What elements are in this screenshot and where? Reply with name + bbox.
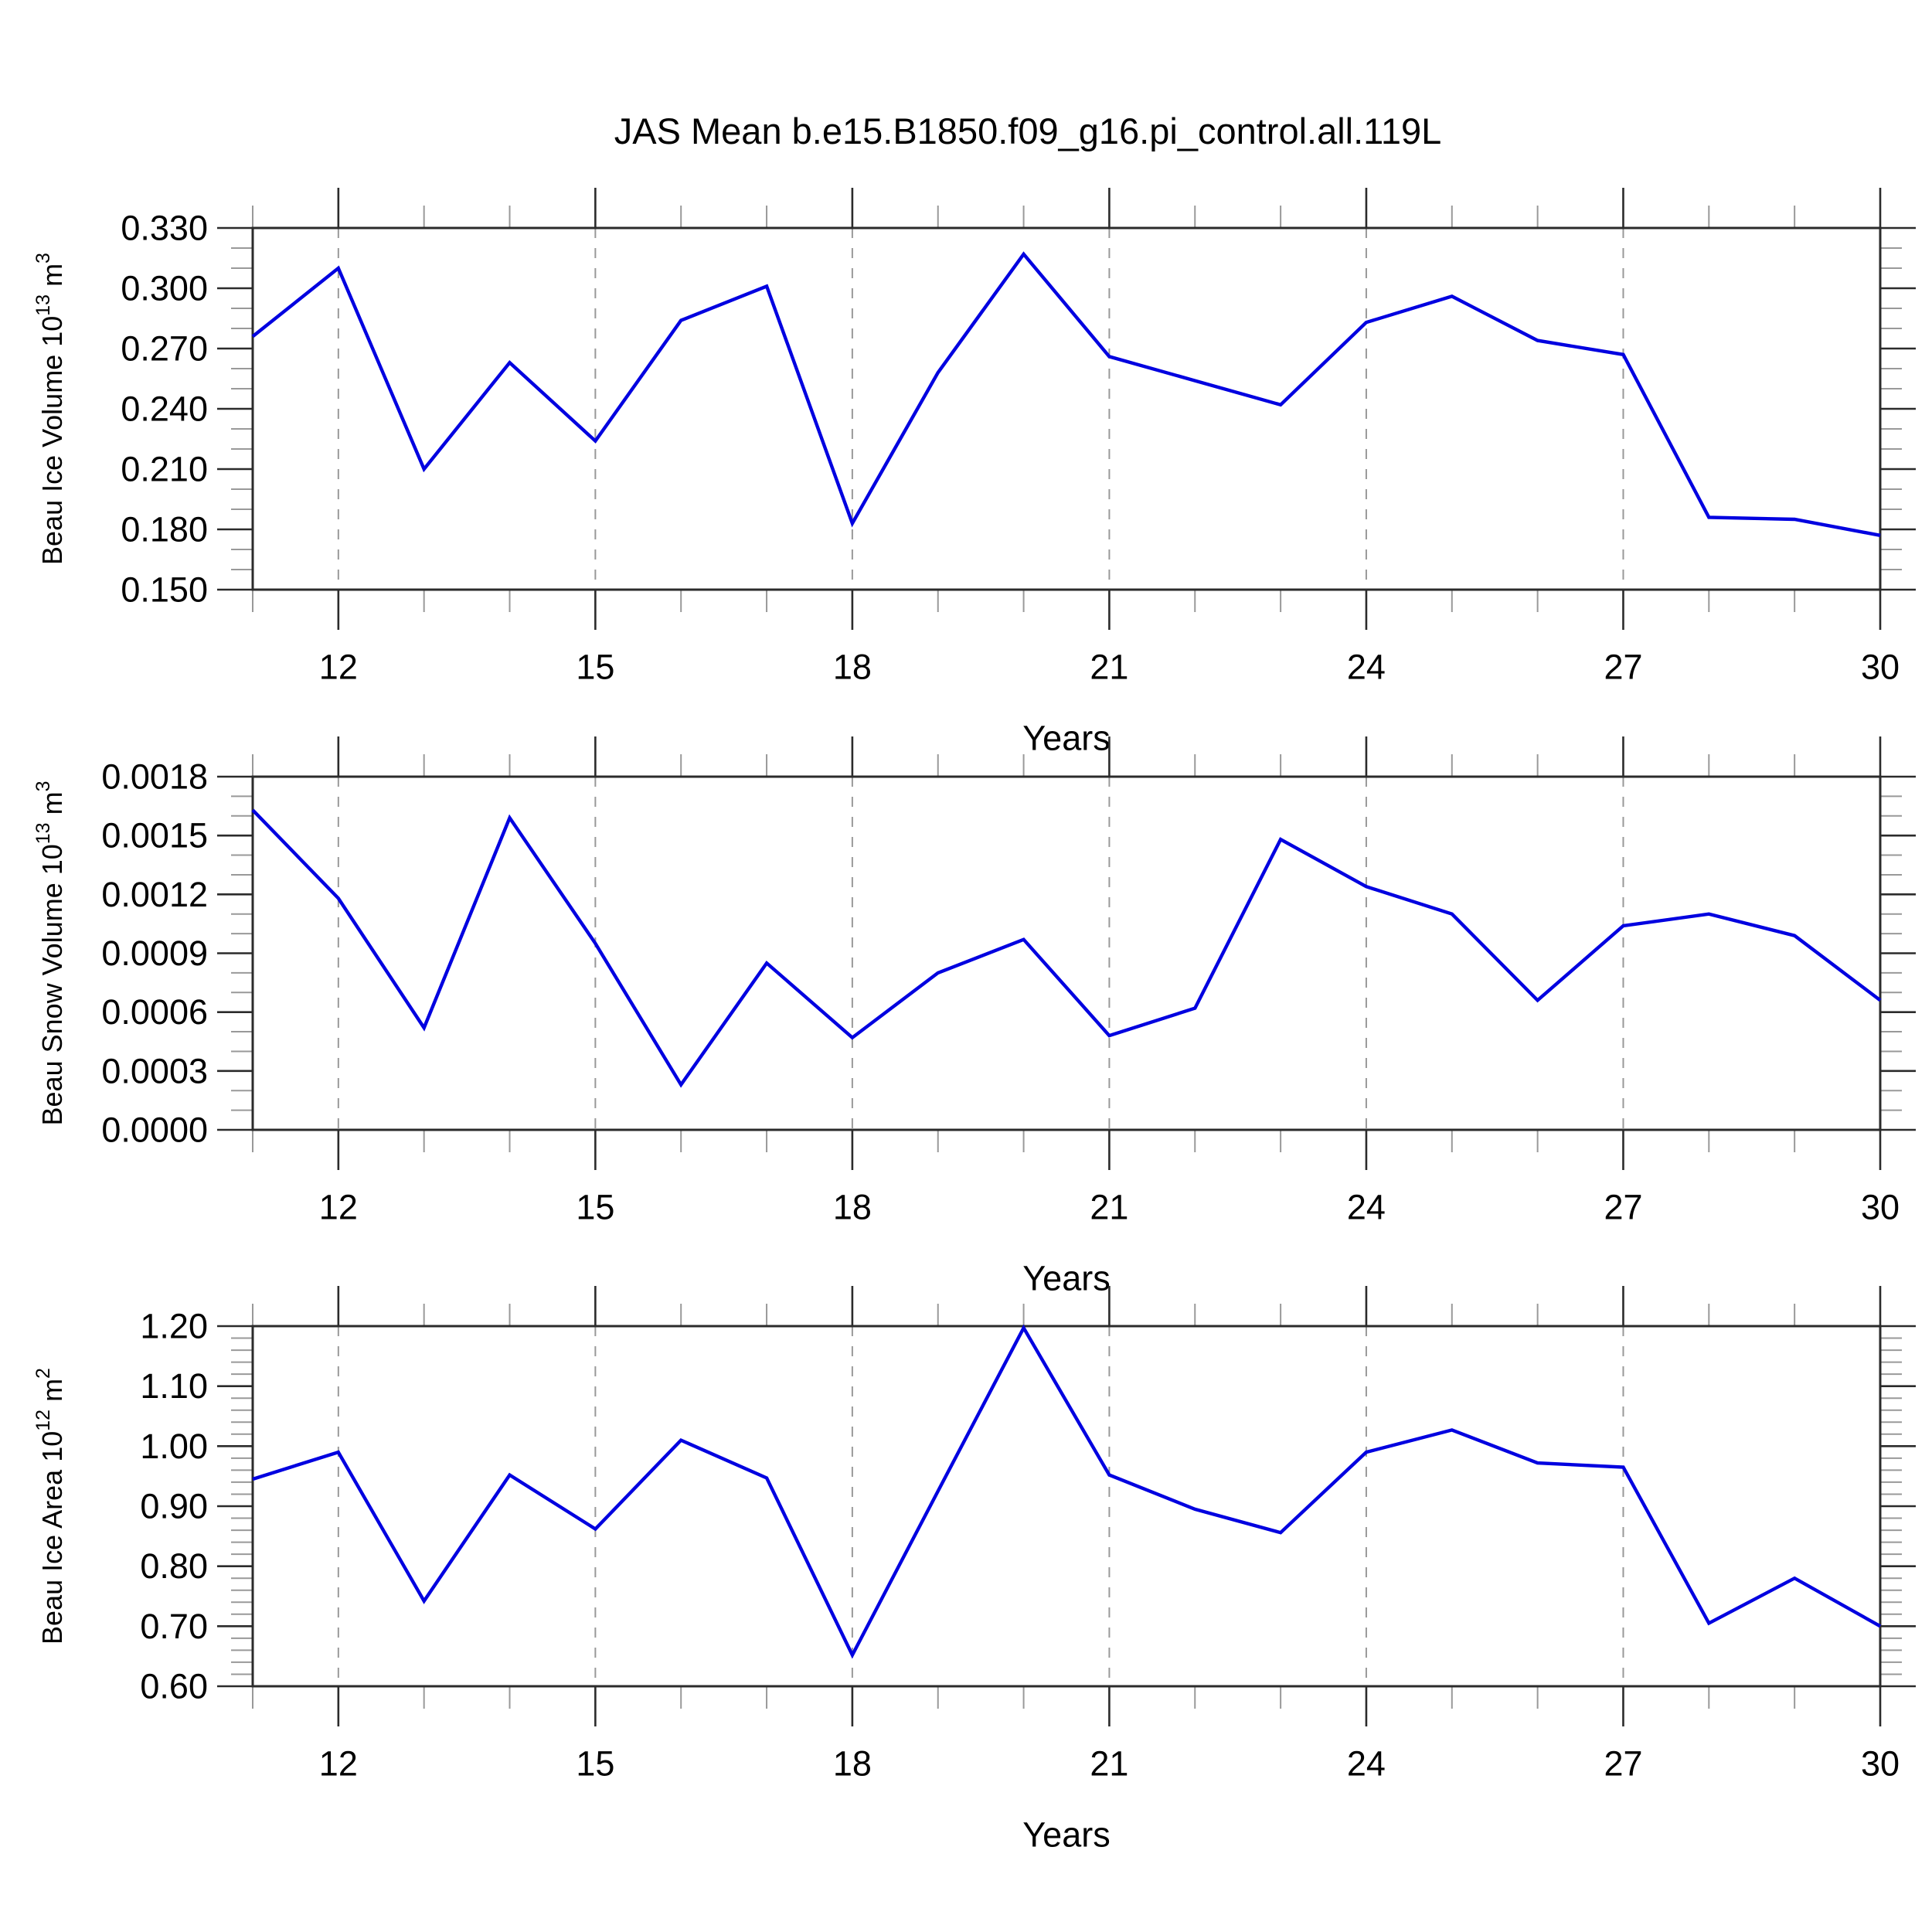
x-tick-label: 21 [1090,1744,1128,1784]
y-tick-label: 0.70 [140,1607,208,1646]
y-tick-label: 0.180 [121,510,208,549]
y-tick-label: 0.0000 [101,1111,208,1150]
y-tick-label: 0.0012 [101,875,208,914]
x-tick-label: 18 [833,1744,872,1784]
y-tick-label: 0.0018 [101,757,208,797]
y-tick-label: 0.240 [121,389,208,429]
x-tick-label: 12 [319,1188,358,1227]
x-tick-label: 12 [319,648,358,687]
x-tick-label: 30 [1861,1188,1900,1227]
x-tick-label: 12 [319,1744,358,1784]
x-tick-label: 27 [1604,1188,1642,1227]
x-axis-label: Years [1022,1815,1110,1855]
x-tick-label: 21 [1090,648,1128,687]
x-tick-label: 18 [833,648,872,687]
x-tick-label: 27 [1604,1744,1642,1784]
y-tick-label: 0.330 [121,209,208,248]
x-tick-label: 27 [1604,648,1642,687]
y-tick-label: 1.00 [140,1427,208,1466]
x-tick-label: 30 [1861,1744,1900,1784]
y-tick-label: 0.60 [140,1667,208,1706]
figure-title: JAS Mean b.e15.B1850.f09_g16.pi_control.… [614,111,1442,151]
y-axis-label: Beau Ice Area 1012 m2 [32,1368,68,1645]
x-tick-label: 15 [576,648,614,687]
y-tick-label: 0.300 [121,269,208,308]
x-tick-label: 30 [1861,648,1900,687]
y-axis-label: Beau Snow Volume 1013 m3 [32,781,68,1126]
y-tick-label: 0.150 [121,570,208,610]
x-tick-label: 15 [576,1188,614,1227]
x-axis-label: Years [1022,1259,1110,1298]
plot-frame [251,226,1882,591]
y-tick-label: 0.0003 [101,1051,208,1090]
y-tick-label: 0.0015 [101,816,208,855]
x-tick-label: 18 [833,1188,872,1227]
chart-ice-volume: 12 15 18 21 24 27 30 0.150 0.180 0.210 0.240 0.270 0… [32,188,1916,758]
y-tick-label: 1.10 [140,1366,208,1406]
x-tick-label: 24 [1347,1188,1386,1227]
x-tick-label: 21 [1090,1188,1128,1227]
chart-ice-area: 12 15 18 21 24 27 30 0.60 0.70 0.80 0.90 1.00 1.10 1.… [32,1286,1916,1855]
plot-frame [251,775,1882,1131]
y-tick-label: 1.20 [140,1307,208,1346]
y-tick-label: 0.80 [140,1546,208,1586]
x-axis-label: Years [1022,719,1110,758]
x-tick-label: 24 [1347,1744,1386,1784]
y-axis-label: Beau Ice Volume 1013 m3 [32,253,68,565]
x-tick-label: 24 [1347,648,1386,687]
y-tick-label: 0.210 [121,450,208,489]
y-tick-label: 0.270 [121,329,208,369]
chart-snow-volume: 12 15 18 21 24 27 30 0.0000 0.0003 0.0006 0.0009 0.… [32,736,1916,1298]
data-line-ice-area [252,1324,1882,1659]
data-line-ice-volume [251,251,1881,537]
x-tick-label: 15 [576,1744,614,1784]
data-line-snow-volume [251,808,1882,1088]
plot-frame [251,1325,1882,1688]
y-tick-label: 0.0009 [101,934,208,973]
y-tick-label: 0.0006 [101,992,208,1032]
y-tick-label: 0.90 [140,1487,208,1526]
